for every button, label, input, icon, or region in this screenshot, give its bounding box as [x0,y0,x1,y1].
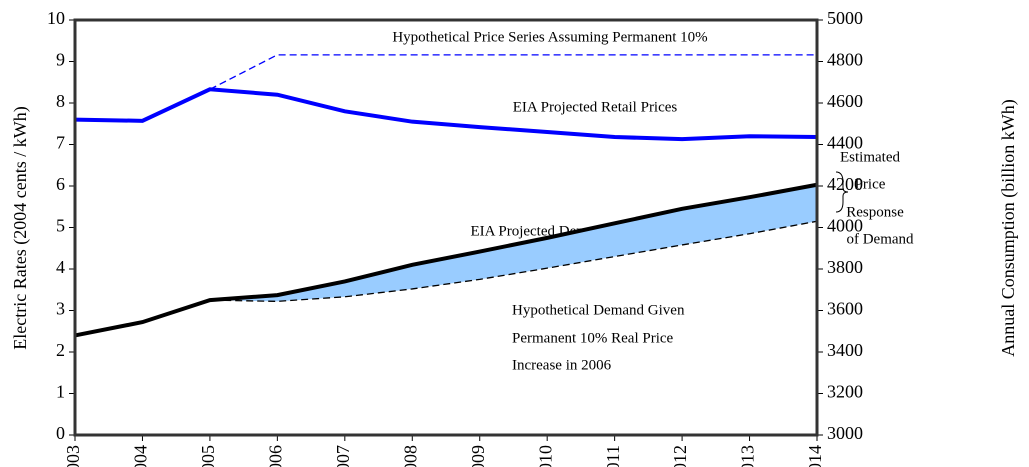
x-tick-label: 2010 [535,445,555,467]
y-tick-label: 8 [56,91,65,111]
x-tick-label: 2012 [670,445,690,467]
x-tick-label: 2006 [265,445,285,467]
annotation: EIA Projected Retail Prices [513,99,678,115]
y-tick-label: 6 [56,174,65,194]
y2-tick-label: 4400 [827,133,863,153]
x-tick-label: 2011 [603,445,623,467]
y2-axis-label: Annual Consumption (billion kWh) [998,99,1019,356]
y-tick-label: 9 [56,50,65,70]
x-tick-label: 2004 [131,445,151,467]
annotation: Price [855,176,886,192]
y-tick-label: 3 [56,299,65,319]
y2-tick-label: 4800 [827,50,863,70]
y-tick-label: 5 [56,216,65,236]
annotation: Increase in 2006 [512,357,612,373]
y2-tick-label: 4600 [827,91,863,111]
y2-tick-label: 5000 [827,8,863,28]
y-axis-label: Electric Rates (2004 cents / kWh) [10,106,31,349]
x-tick-label: 2008 [400,445,420,467]
x-tick-label: 2013 [738,445,758,467]
annotation: Estimated [840,149,900,165]
y-tick-label: 1 [56,382,65,402]
series-line [74,87,818,142]
x-tick-label: 2003 [63,445,83,467]
series-line [209,54,817,90]
y2-tick-label: 3400 [827,340,863,360]
series-line [74,220,818,337]
y2-tick-label: 4000 [827,216,863,236]
y-tick-label: 2 [56,340,65,360]
x-tick-label: 2007 [333,445,353,467]
annotation: of Demand [846,231,914,247]
y-tick-label: 7 [56,133,65,153]
annotation: Response [846,204,904,220]
annotation: Permanent 10% Real Price [512,330,674,346]
y2-tick-label: 4200 [827,174,863,194]
y2-tick-label: 3000 [827,423,863,443]
x-tick-label: 2009 [468,445,488,467]
annotation: Hypothetical Demand Given [512,302,685,318]
y-tick-label: 4 [56,257,65,277]
brace [835,171,849,213]
x-tick-label: 2014 [805,445,825,467]
annotation: Hypothetical Price Series Assuming Perma… [392,29,707,45]
y2-tick-label: 3200 [827,382,863,402]
y2-tick-label: 3600 [827,299,863,319]
y-tick-label: 0 [56,423,65,443]
x-tick-label: 2005 [198,445,218,467]
y2-tick-label: 3800 [827,257,863,277]
y-tick-label: 10 [47,8,65,28]
plot-frame [73,18,819,437]
